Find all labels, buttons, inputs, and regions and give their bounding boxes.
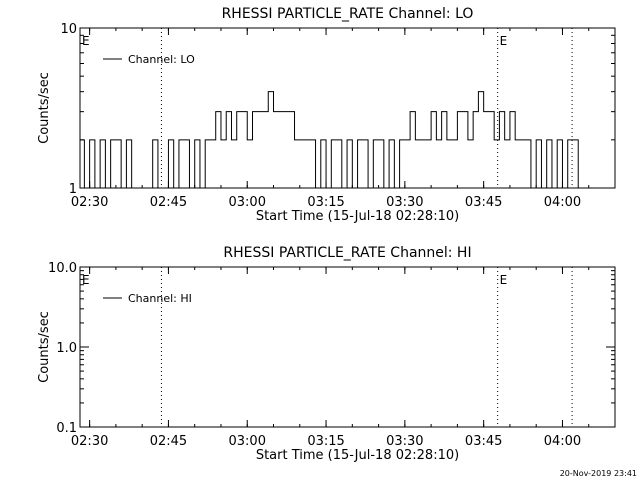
chart-1-legend-label: Channel: LO (128, 53, 195, 66)
chart-1-x-tick-label: 02:45 (150, 195, 187, 210)
chart-1-x-tick-label: 03:00 (229, 195, 266, 210)
chart-1-y-axis-label: Counts/sec (37, 72, 52, 144)
footer-timestamp: 20-Nov-2019 23:41 (560, 469, 637, 478)
chart-2-y-axis-label: Counts/sec (37, 311, 52, 383)
chart-2-x-tick-label: 03:45 (465, 434, 502, 449)
chart-1-y-tick-label: 1 (69, 182, 77, 197)
chart-1-x-tick-label: 03:45 (465, 195, 502, 210)
chart-1-title: RHESSI PARTICLE_RATE Channel: LO (222, 6, 474, 22)
chart-1-y-tick-label: 10 (60, 22, 77, 37)
chart-2-x-tick-label: 02:45 (150, 434, 187, 449)
chart-2-marker-label: E (82, 273, 90, 287)
chart-1-x-tick-label: 03:30 (386, 195, 423, 210)
chart-2-x-tick-label: 02:30 (71, 434, 108, 449)
chart-2-x-tick-label: 03:00 (229, 434, 266, 449)
chart-1-marker-label: E (500, 34, 508, 48)
chart-2-legend-label: Channel: HI (128, 292, 192, 305)
chart-2-x-axis-label: Start Time (15-Jul-18 02:28:10) (256, 448, 459, 463)
chart-1-x-axis-label: Start Time (15-Jul-18 02:28:10) (256, 209, 459, 224)
chart-1-series-line (80, 91, 584, 189)
chart-1-marker-label: E (82, 34, 90, 48)
chart-2-x-tick-label: 03:30 (386, 434, 423, 449)
chart-1-x-tick-label: 04:00 (544, 195, 581, 210)
chart-1-x-tick-label: 02:30 (71, 195, 108, 210)
chart-2-title: RHESSI PARTICLE_RATE Channel: HI (223, 245, 471, 261)
chart-2-x-tick-label: 03:15 (307, 434, 344, 449)
chart-2-marker-label: E (500, 273, 508, 287)
chart-2-y-tick-label: 10.0 (48, 261, 77, 276)
chart-1-x-tick-label: 03:15 (307, 195, 344, 210)
chart-2-plot-frame (79, 266, 616, 428)
chart-2-y-tick-label: 1.0 (56, 341, 77, 356)
chart-2-x-tick-label: 04:00 (544, 434, 581, 449)
chart-2-y-tick-label: 0.1 (56, 421, 77, 436)
